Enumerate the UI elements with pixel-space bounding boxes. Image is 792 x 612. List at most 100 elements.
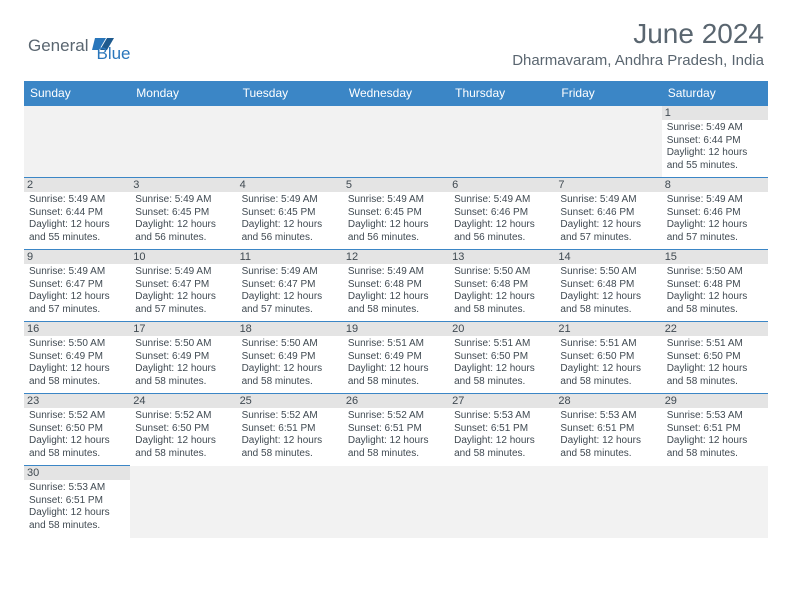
- sunset-text: Sunset: 6:46 PM: [560, 207, 656, 220]
- day-cell: 27Sunrise: 5:53 AMSunset: 6:51 PMDayligh…: [449, 394, 555, 466]
- daylight-text-2: and 58 minutes.: [29, 448, 125, 461]
- day-number: 17: [130, 322, 236, 336]
- day-detail: Sunrise: 5:49 AMSunset: 6:48 PMDaylight:…: [348, 266, 444, 316]
- sunrise-text: Sunrise: 5:53 AM: [560, 410, 656, 423]
- day-cell: 2Sunrise: 5:49 AMSunset: 6:44 PMDaylight…: [24, 178, 130, 250]
- daylight-text-1: Daylight: 12 hours: [29, 507, 125, 520]
- sunrise-text: Sunrise: 5:53 AM: [667, 410, 763, 423]
- title-block: June 2024 Dharmavaram, Andhra Pradesh, I…: [512, 18, 764, 69]
- day-cell: 3Sunrise: 5:49 AMSunset: 6:45 PMDaylight…: [130, 178, 236, 250]
- day-number: 18: [237, 322, 343, 336]
- daylight-text-1: Daylight: 12 hours: [135, 363, 231, 376]
- day-detail: Sunrise: 5:52 AMSunset: 6:51 PMDaylight:…: [348, 410, 444, 460]
- sunset-text: Sunset: 6:50 PM: [454, 351, 550, 364]
- day-cell: [24, 106, 130, 178]
- daylight-text-1: Daylight: 12 hours: [242, 291, 338, 304]
- daylight-text-1: Daylight: 12 hours: [348, 435, 444, 448]
- daylight-text-1: Daylight: 12 hours: [560, 219, 656, 232]
- day-header: Monday: [130, 81, 236, 106]
- sunset-text: Sunset: 6:48 PM: [454, 279, 550, 292]
- day-number: 8: [662, 178, 768, 192]
- day-header-row: SundayMondayTuesdayWednesdayThursdayFrid…: [24, 81, 768, 106]
- daylight-text-2: and 58 minutes.: [242, 376, 338, 389]
- day-detail: Sunrise: 5:53 AMSunset: 6:51 PMDaylight:…: [667, 410, 763, 460]
- day-detail: Sunrise: 5:51 AMSunset: 6:49 PMDaylight:…: [348, 338, 444, 388]
- day-cell: 30Sunrise: 5:53 AMSunset: 6:51 PMDayligh…: [24, 466, 130, 538]
- sunrise-text: Sunrise: 5:49 AM: [135, 194, 231, 207]
- daylight-text-1: Daylight: 12 hours: [454, 291, 550, 304]
- sunrise-text: Sunrise: 5:52 AM: [135, 410, 231, 423]
- day-number: 15: [662, 250, 768, 264]
- month-title: June 2024: [512, 18, 764, 50]
- sunset-text: Sunset: 6:51 PM: [560, 423, 656, 436]
- week-row: 9Sunrise: 5:49 AMSunset: 6:47 PMDaylight…: [24, 250, 768, 322]
- daylight-text-2: and 58 minutes.: [454, 448, 550, 461]
- day-detail: Sunrise: 5:53 AMSunset: 6:51 PMDaylight:…: [29, 482, 125, 532]
- daylight-text-2: and 58 minutes.: [29, 376, 125, 389]
- day-detail: Sunrise: 5:52 AMSunset: 6:50 PMDaylight:…: [135, 410, 231, 460]
- sunset-text: Sunset: 6:51 PM: [454, 423, 550, 436]
- day-detail: Sunrise: 5:49 AMSunset: 6:45 PMDaylight:…: [348, 194, 444, 244]
- day-detail: Sunrise: 5:49 AMSunset: 6:44 PMDaylight:…: [667, 122, 763, 172]
- daylight-text-2: and 56 minutes.: [454, 232, 550, 245]
- daylight-text-2: and 58 minutes.: [560, 304, 656, 317]
- week-row: 30Sunrise: 5:53 AMSunset: 6:51 PMDayligh…: [24, 466, 768, 538]
- week-row: 2Sunrise: 5:49 AMSunset: 6:44 PMDaylight…: [24, 178, 768, 250]
- day-number: 13: [449, 250, 555, 264]
- sunset-text: Sunset: 6:51 PM: [29, 495, 125, 508]
- day-detail: Sunrise: 5:50 AMSunset: 6:48 PMDaylight:…: [560, 266, 656, 316]
- sunrise-text: Sunrise: 5:49 AM: [667, 122, 763, 135]
- day-number: 5: [343, 178, 449, 192]
- daylight-text-2: and 58 minutes.: [348, 304, 444, 317]
- sunset-text: Sunset: 6:44 PM: [29, 207, 125, 220]
- day-number: 25: [237, 394, 343, 408]
- day-cell: [130, 466, 236, 538]
- daylight-text-2: and 58 minutes.: [667, 448, 763, 461]
- daylight-text-1: Daylight: 12 hours: [135, 291, 231, 304]
- sunset-text: Sunset: 6:51 PM: [667, 423, 763, 436]
- day-detail: Sunrise: 5:52 AMSunset: 6:51 PMDaylight:…: [242, 410, 338, 460]
- sunset-text: Sunset: 6:50 PM: [29, 423, 125, 436]
- daylight-text-2: and 58 minutes.: [348, 376, 444, 389]
- daylight-text-2: and 55 minutes.: [667, 160, 763, 173]
- daylight-text-1: Daylight: 12 hours: [454, 435, 550, 448]
- daylight-text-2: and 57 minutes.: [135, 304, 231, 317]
- daylight-text-1: Daylight: 12 hours: [29, 291, 125, 304]
- day-detail: Sunrise: 5:53 AMSunset: 6:51 PMDaylight:…: [560, 410, 656, 460]
- day-number: 12: [343, 250, 449, 264]
- day-cell: 8Sunrise: 5:49 AMSunset: 6:46 PMDaylight…: [662, 178, 768, 250]
- day-cell: 21Sunrise: 5:51 AMSunset: 6:50 PMDayligh…: [555, 322, 661, 394]
- sunset-text: Sunset: 6:51 PM: [348, 423, 444, 436]
- daylight-text-1: Daylight: 12 hours: [454, 219, 550, 232]
- day-cell: 10Sunrise: 5:49 AMSunset: 6:47 PMDayligh…: [130, 250, 236, 322]
- daylight-text-2: and 58 minutes.: [242, 448, 338, 461]
- sunset-text: Sunset: 6:51 PM: [242, 423, 338, 436]
- day-detail: Sunrise: 5:51 AMSunset: 6:50 PMDaylight:…: [454, 338, 550, 388]
- sunrise-text: Sunrise: 5:50 AM: [667, 266, 763, 279]
- sunset-text: Sunset: 6:50 PM: [135, 423, 231, 436]
- day-cell: 5 Sunrise: 5:49 AMSunset: 6:45 PMDaylight…: [343, 178, 449, 250]
- daylight-text-1: Daylight: 12 hours: [242, 435, 338, 448]
- sunrise-text: Sunrise: 5:51 AM: [560, 338, 656, 351]
- day-detail: Sunrise: 5:49 AMSunset: 6:45 PMDaylight:…: [242, 194, 338, 244]
- day-number: 11: [237, 250, 343, 264]
- day-cell: 15Sunrise: 5:50 AMSunset: 6:48 PMDayligh…: [662, 250, 768, 322]
- daylight-text-1: Daylight: 12 hours: [454, 363, 550, 376]
- daylight-text-1: Daylight: 12 hours: [29, 363, 125, 376]
- day-number: 9: [24, 250, 130, 264]
- day-cell: 25 Sunrise: 5:52 AMSunset: 6:51 PMDayligh…: [237, 394, 343, 466]
- daylight-text-2: and 58 minutes.: [560, 376, 656, 389]
- daylight-text-2: and 58 minutes.: [560, 448, 656, 461]
- daylight-text-2: and 58 minutes.: [454, 376, 550, 389]
- day-detail: Sunrise: 5:49 AMSunset: 6:45 PMDaylight:…: [135, 194, 231, 244]
- day-number: 29: [662, 394, 768, 408]
- sunset-text: Sunset: 6:48 PM: [560, 279, 656, 292]
- daylight-text-2: and 56 minutes.: [242, 232, 338, 245]
- day-cell: [449, 106, 555, 178]
- day-number: 7: [555, 178, 661, 192]
- daylight-text-1: Daylight: 12 hours: [667, 291, 763, 304]
- sunrise-text: Sunrise: 5:49 AM: [560, 194, 656, 207]
- day-cell: 22Sunrise: 5:51 AMSunset: 6:50 PMDayligh…: [662, 322, 768, 394]
- day-number: 27: [449, 394, 555, 408]
- daylight-text-1: Daylight: 12 hours: [348, 291, 444, 304]
